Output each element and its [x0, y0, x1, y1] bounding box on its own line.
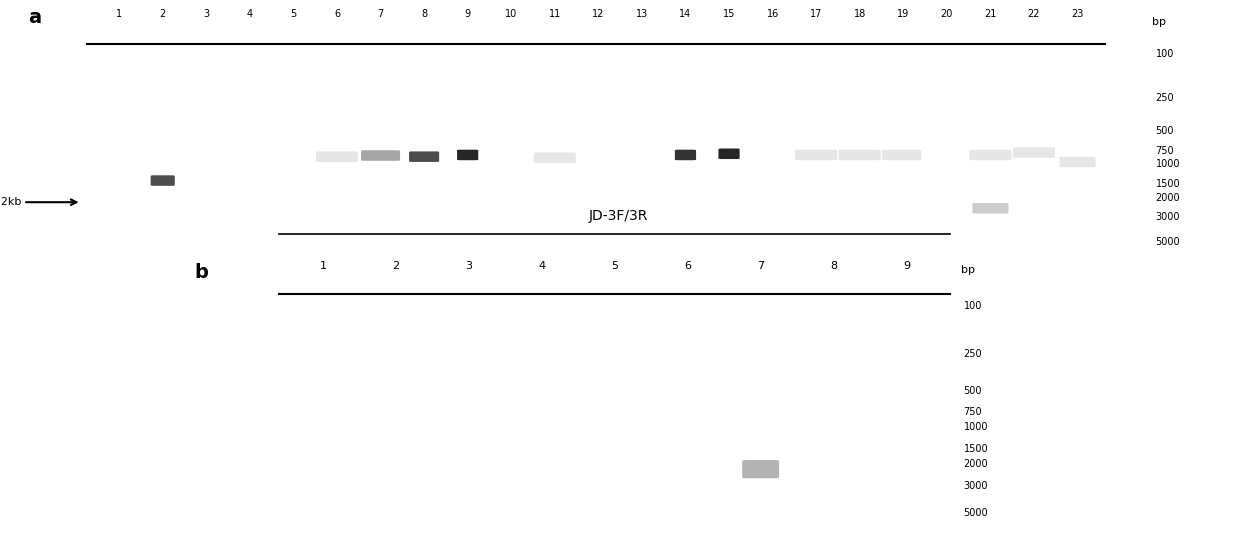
Text: 5000: 5000: [1156, 237, 1180, 246]
Text: 6: 6: [334, 9, 340, 18]
Text: 17: 17: [810, 9, 822, 18]
Text: 3: 3: [465, 261, 472, 271]
Text: 1000: 1000: [963, 423, 988, 432]
FancyBboxPatch shape: [533, 152, 575, 163]
Text: 100: 100: [1156, 49, 1174, 59]
Text: 5000: 5000: [963, 508, 988, 517]
Text: bp: bp: [961, 265, 976, 275]
Text: 18: 18: [853, 9, 866, 18]
Text: 19: 19: [898, 9, 909, 18]
FancyBboxPatch shape: [1059, 157, 1095, 167]
FancyBboxPatch shape: [883, 150, 924, 160]
Text: 1: 1: [320, 261, 326, 271]
FancyBboxPatch shape: [150, 175, 175, 186]
FancyBboxPatch shape: [458, 150, 479, 160]
Text: 3000: 3000: [963, 480, 988, 491]
Text: JD-3F/3R: JD-3F/3R: [589, 209, 649, 223]
FancyBboxPatch shape: [618, 177, 666, 188]
FancyBboxPatch shape: [838, 150, 880, 160]
Text: 21: 21: [985, 9, 997, 18]
Text: 2.2kb: 2.2kb: [0, 197, 21, 207]
Text: 7: 7: [758, 261, 764, 271]
Text: bp: bp: [1152, 17, 1167, 27]
FancyBboxPatch shape: [441, 460, 496, 478]
FancyBboxPatch shape: [98, 157, 140, 167]
Text: 7: 7: [377, 9, 383, 18]
Text: 2000: 2000: [1156, 193, 1180, 202]
FancyBboxPatch shape: [675, 150, 696, 160]
FancyBboxPatch shape: [361, 150, 401, 161]
FancyBboxPatch shape: [718, 149, 739, 159]
FancyBboxPatch shape: [316, 151, 358, 162]
Text: 1: 1: [117, 9, 123, 18]
FancyBboxPatch shape: [743, 460, 779, 478]
FancyBboxPatch shape: [272, 157, 316, 167]
Text: 3: 3: [203, 9, 210, 18]
Text: 22: 22: [1028, 9, 1040, 18]
Text: 750: 750: [963, 407, 982, 417]
Text: 10: 10: [505, 9, 517, 18]
Text: 750: 750: [1156, 146, 1174, 156]
Text: 1000: 1000: [1156, 159, 1180, 169]
FancyBboxPatch shape: [887, 421, 926, 434]
Text: 9: 9: [465, 9, 471, 18]
FancyBboxPatch shape: [972, 203, 1008, 214]
Text: 500: 500: [963, 386, 982, 395]
FancyBboxPatch shape: [409, 151, 439, 162]
Text: 2: 2: [160, 9, 166, 18]
Text: 15: 15: [723, 9, 735, 18]
Text: 5: 5: [290, 9, 296, 18]
FancyBboxPatch shape: [368, 460, 424, 478]
FancyBboxPatch shape: [970, 150, 1012, 160]
FancyBboxPatch shape: [658, 460, 717, 478]
Text: 13: 13: [636, 9, 649, 18]
Text: 14: 14: [680, 9, 692, 18]
Text: 16: 16: [766, 9, 779, 18]
Text: b: b: [195, 263, 208, 282]
Text: 500: 500: [1156, 126, 1174, 136]
Text: 1500: 1500: [1156, 179, 1180, 189]
Text: a: a: [29, 8, 42, 27]
Text: 9: 9: [903, 261, 910, 271]
Text: 20: 20: [941, 9, 954, 18]
Text: 250: 250: [1156, 93, 1174, 103]
FancyBboxPatch shape: [795, 150, 837, 160]
Text: 100: 100: [963, 301, 982, 311]
Text: 4: 4: [538, 261, 546, 271]
Text: 8: 8: [830, 261, 837, 271]
Text: 4: 4: [247, 9, 253, 18]
Text: 2000: 2000: [963, 459, 988, 469]
FancyBboxPatch shape: [1013, 147, 1055, 158]
FancyBboxPatch shape: [921, 150, 972, 160]
Text: 3000: 3000: [1156, 212, 1180, 222]
Text: 1500: 1500: [963, 444, 988, 454]
Text: 12: 12: [593, 9, 605, 18]
Text: 6: 6: [684, 261, 691, 271]
FancyBboxPatch shape: [804, 460, 863, 478]
Text: 250: 250: [963, 349, 982, 359]
Text: 8: 8: [422, 9, 427, 18]
Text: 5: 5: [611, 261, 619, 271]
Text: 11: 11: [548, 9, 560, 18]
Text: 2: 2: [392, 261, 399, 271]
Text: 23: 23: [1071, 9, 1084, 18]
